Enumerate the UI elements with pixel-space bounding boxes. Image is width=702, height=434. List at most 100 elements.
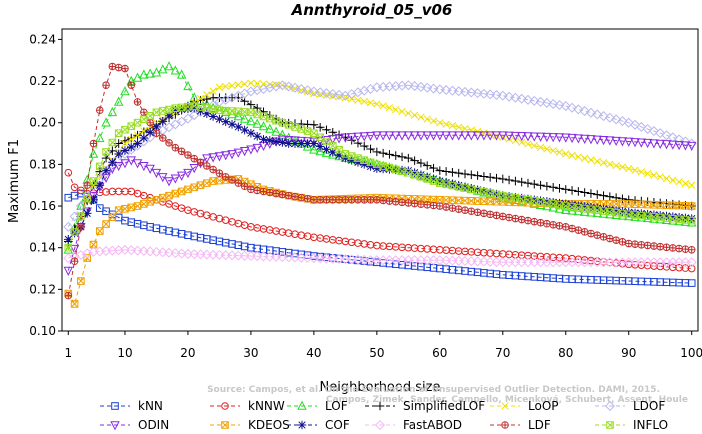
data-point: [542, 132, 552, 143]
data-point: [70, 300, 79, 308]
data-point: [460, 182, 470, 192]
data-point: [138, 246, 149, 257]
data-point: [510, 131, 521, 142]
legend-label: FastABOD: [403, 418, 462, 432]
data-point: [460, 86, 471, 97]
data-point: [486, 210, 494, 219]
data-point: [283, 81, 294, 92]
data-point: [636, 138, 647, 148]
data-point: [636, 121, 647, 132]
data-point: [598, 136, 609, 146]
data-point: [687, 246, 696, 254]
data-point: [435, 176, 445, 186]
data-point: [574, 187, 583, 196]
data-point: [391, 131, 401, 141]
data-point: [289, 252, 300, 263]
data-point: [454, 181, 464, 190]
data-point: [277, 80, 288, 91]
data-point: [63, 253, 74, 264]
legend-marker: [606, 421, 614, 429]
data-point: [221, 151, 231, 161]
data-point: [152, 108, 161, 117]
data-point: [239, 113, 250, 123]
data-point: [554, 100, 565, 111]
data-point: [428, 83, 439, 94]
data-point: [674, 212, 684, 222]
data-point: [145, 68, 155, 78]
data-point: [89, 139, 98, 148]
data-point: [271, 251, 282, 262]
data-point: [157, 247, 168, 258]
data-point: [686, 257, 697, 268]
data-point: [182, 248, 193, 259]
data-point: [549, 221, 557, 229]
data-point: [417, 113, 425, 121]
data-point: [436, 202, 444, 210]
legend-label: INFLO: [633, 418, 668, 432]
data-point: [662, 174, 671, 183]
data-point: [360, 196, 369, 204]
data-point: [321, 253, 332, 264]
data-point: [403, 80, 414, 91]
data-point: [215, 169, 224, 177]
data-point: [606, 234, 614, 243]
legend-item: LDOF: [595, 399, 665, 413]
data-point: [139, 133, 149, 143]
x-tick-label: 20: [180, 346, 195, 360]
data-point: [643, 209, 652, 219]
data-point: [637, 241, 646, 249]
data-point: [567, 186, 577, 195]
legend-item: COF: [287, 418, 350, 432]
data-point: [352, 254, 363, 265]
data-point: [631, 240, 639, 248]
data-point: [95, 132, 105, 143]
data-point: [266, 188, 274, 197]
data-point: [196, 106, 205, 116]
data-point: [140, 108, 148, 117]
data-point: [271, 137, 281, 146]
data-point: [555, 222, 564, 230]
data-point: [555, 198, 564, 208]
data-point: [63, 266, 74, 276]
data-point: [121, 64, 129, 73]
data-point: [492, 132, 501, 140]
data-point: [624, 207, 634, 217]
data-point: [176, 248, 187, 259]
series-line: [68, 249, 692, 263]
data-point: [158, 117, 168, 126]
data-point: [89, 177, 98, 185]
data-point: [164, 177, 174, 187]
data-point: [391, 151, 401, 160]
data-point: [265, 136, 275, 145]
data-point: [253, 186, 262, 195]
data-point: [215, 83, 224, 91]
data-point: [372, 147, 382, 157]
data-point: [140, 200, 148, 208]
data-point: [171, 104, 180, 112]
data-point: [114, 129, 123, 137]
data-point: [661, 140, 672, 150]
data-point: [624, 195, 634, 205]
data-point: [379, 196, 387, 205]
data-point: [146, 198, 154, 206]
data-point: [561, 185, 571, 194]
data-point: [573, 134, 584, 144]
data-point: [567, 200, 577, 210]
data-point: [215, 114, 224, 124]
data-point: [662, 211, 671, 221]
data-point: [461, 124, 469, 133]
data-point: [70, 257, 79, 265]
data-point: [283, 252, 294, 263]
data-point: [353, 157, 363, 167]
data-point: [196, 158, 205, 167]
data-point: [618, 207, 627, 216]
data-point: [668, 140, 678, 150]
data-point: [467, 207, 476, 215]
data-point: [642, 123, 653, 134]
data-point: [152, 122, 161, 132]
data-point: [410, 111, 419, 119]
data-point: [328, 196, 337, 204]
data-point: [606, 160, 614, 168]
data-point: [586, 135, 596, 145]
